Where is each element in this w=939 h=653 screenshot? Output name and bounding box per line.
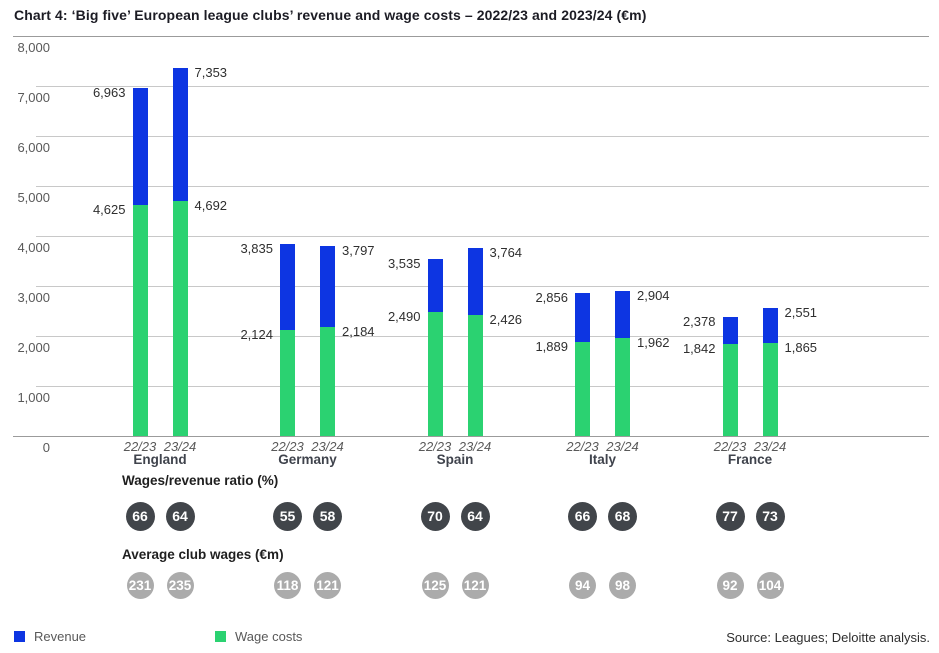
x-tick-germany-23-24: 23/24 bbox=[311, 439, 344, 454]
y-axis-tick-label: 2,000 bbox=[17, 340, 50, 355]
legend-swatch-wage-costs-icon bbox=[215, 631, 226, 642]
ratio-badge-germany-23-24: 58 bbox=[313, 501, 342, 531]
value-label-wages-italy-23-24: 1,962 bbox=[637, 334, 670, 350]
bar-wages-france-23-24 bbox=[762, 342, 778, 436]
gridline bbox=[36, 386, 929, 387]
value-label-wages-france-23-24: 1,865 bbox=[784, 339, 818, 355]
y-axis-tick-label: 1,000 bbox=[17, 390, 50, 405]
value-label-wages-italy-22-23: 1,889 bbox=[535, 338, 568, 354]
value-label-wages-england-22-23: 4,625 bbox=[92, 201, 126, 217]
legend-item-revenue: Revenue bbox=[14, 629, 86, 644]
avg-wages-badge-italy-22-23: 94 bbox=[569, 571, 596, 599]
x-tick-spain-23-24: 23/24 bbox=[458, 439, 492, 454]
y-axis-tick-label: 3,000 bbox=[17, 290, 50, 305]
ratio-badge-france-23-24: 73 bbox=[755, 501, 785, 531]
avg-wages-badge-england-23-24: 235 bbox=[166, 571, 194, 599]
legend-label-wage-costs: Wage costs bbox=[235, 629, 303, 644]
value-label-wages-germany-23-24: 2,184 bbox=[342, 323, 375, 339]
avg-wages-badge-germany-23-24: 121 bbox=[314, 571, 341, 599]
x-tick-germany-22-23: 22/23 bbox=[271, 439, 304, 454]
bar-wages-germany-23-24 bbox=[320, 326, 335, 436]
avg-wages-badge-spain-23-24: 121 bbox=[461, 571, 489, 599]
value-label-revenue-england-22-23: 6,963 bbox=[92, 84, 126, 100]
value-label-revenue-germany-23-24: 3,797 bbox=[342, 243, 375, 259]
y-axis-tick-label: 8,000 bbox=[17, 40, 50, 55]
x-group-label-germany: Germany bbox=[278, 452, 337, 467]
x-group-label-france: France bbox=[727, 452, 773, 467]
gridline bbox=[36, 186, 929, 187]
x-group-label-italy: Italy bbox=[588, 452, 616, 467]
value-label-revenue-italy-22-23: 2,856 bbox=[535, 290, 568, 306]
x-tick-england-23-24: 23/24 bbox=[163, 439, 197, 454]
chart-border-line bbox=[13, 436, 929, 437]
bar-wages-spain-22-23 bbox=[427, 311, 443, 436]
value-label-wages-spain-22-23: 2,490 bbox=[387, 308, 421, 324]
value-label-wages-spain-23-24: 2,426 bbox=[489, 311, 523, 327]
value-label-wages-france-22-23: 1,842 bbox=[682, 340, 716, 356]
avg-wages-badge-france-22-23: 92 bbox=[716, 571, 744, 599]
x-tick-italy-23-24: 23/24 bbox=[606, 439, 639, 454]
ratio-badge-germany-22-23: 55 bbox=[273, 501, 302, 531]
y-axis-tick-label: 4,000 bbox=[17, 240, 50, 255]
value-label-revenue-england-23-24: 7,353 bbox=[194, 65, 228, 81]
bar-wages-england-23-24 bbox=[172, 201, 188, 436]
avg-wages-badge-england-22-23: 231 bbox=[126, 571, 154, 599]
value-label-wages-england-23-24: 4,692 bbox=[194, 198, 228, 214]
bar-wages-italy-23-24 bbox=[615, 337, 630, 436]
x-tick-france-23-24: 23/24 bbox=[753, 439, 787, 454]
y-axis-tick-label: 5,000 bbox=[17, 190, 50, 205]
x-group-label-england: England bbox=[133, 452, 187, 467]
bar-wages-england-22-23 bbox=[132, 204, 148, 436]
value-label-revenue-spain-22-23: 3,535 bbox=[387, 256, 421, 272]
x-tick-spain-22-23: 22/23 bbox=[418, 439, 452, 454]
avg-wages-badge-italy-23-24: 98 bbox=[609, 571, 636, 599]
ratio-badge-spain-23-24: 64 bbox=[460, 501, 490, 531]
y-axis-tick-label: 7,000 bbox=[17, 90, 50, 105]
ratio-badge-france-22-23: 77 bbox=[715, 501, 745, 531]
value-label-wages-germany-22-23: 2,124 bbox=[240, 326, 273, 342]
value-label-revenue-france-22-23: 2,378 bbox=[682, 314, 716, 330]
legend-label-revenue: Revenue bbox=[34, 629, 87, 644]
gridline bbox=[36, 86, 929, 87]
value-label-revenue-italy-23-24: 2,904 bbox=[637, 287, 670, 303]
gridline bbox=[36, 236, 929, 237]
x-group-label-spain: Spain bbox=[436, 452, 474, 467]
ratio-section-label: Wages/revenue ratio (%) bbox=[122, 473, 279, 488]
y-axis-tick-label: 6,000 bbox=[17, 140, 50, 155]
source-note: Source: Leagues; Deloitte analysis. bbox=[726, 630, 930, 645]
y-axis-tick-label: 0 bbox=[42, 440, 50, 455]
chart-title: Chart 4: ‘Big five’ European league club… bbox=[14, 7, 647, 23]
bar-wages-italy-22-23 bbox=[575, 341, 590, 436]
value-label-revenue-france-23-24: 2,551 bbox=[784, 305, 818, 321]
bar-wages-france-22-23 bbox=[722, 343, 738, 436]
avg-wages-badge-france-23-24: 104 bbox=[756, 571, 784, 599]
gridline bbox=[36, 136, 929, 137]
legend-swatch-revenue-icon bbox=[14, 631, 25, 642]
chart-border-line bbox=[13, 36, 929, 37]
ratio-badge-spain-22-23: 70 bbox=[420, 501, 450, 531]
bar-wages-spain-23-24 bbox=[467, 314, 483, 436]
avg-wages-badge-spain-22-23: 125 bbox=[421, 571, 449, 599]
avg-wages-section-label: Average club wages (€m) bbox=[122, 547, 284, 562]
gridline bbox=[36, 286, 929, 287]
bar-wages-germany-22-23 bbox=[280, 329, 295, 436]
value-label-revenue-spain-23-24: 3,764 bbox=[489, 244, 523, 260]
gridline bbox=[36, 336, 929, 337]
avg-wages-badge-germany-22-23: 118 bbox=[274, 571, 301, 599]
x-tick-england-22-23: 22/23 bbox=[123, 439, 157, 454]
value-label-revenue-germany-22-23: 3,835 bbox=[240, 241, 273, 257]
ratio-badge-italy-22-23: 66 bbox=[568, 501, 597, 531]
ratio-badge-england-22-23: 66 bbox=[125, 501, 155, 531]
x-tick-france-22-23: 22/23 bbox=[713, 439, 747, 454]
legend-item-wage-costs: Wage costs bbox=[215, 629, 302, 644]
ratio-badge-england-23-24: 64 bbox=[165, 501, 195, 531]
x-tick-italy-22-23: 22/23 bbox=[566, 439, 599, 454]
ratio-badge-italy-23-24: 68 bbox=[608, 501, 637, 531]
